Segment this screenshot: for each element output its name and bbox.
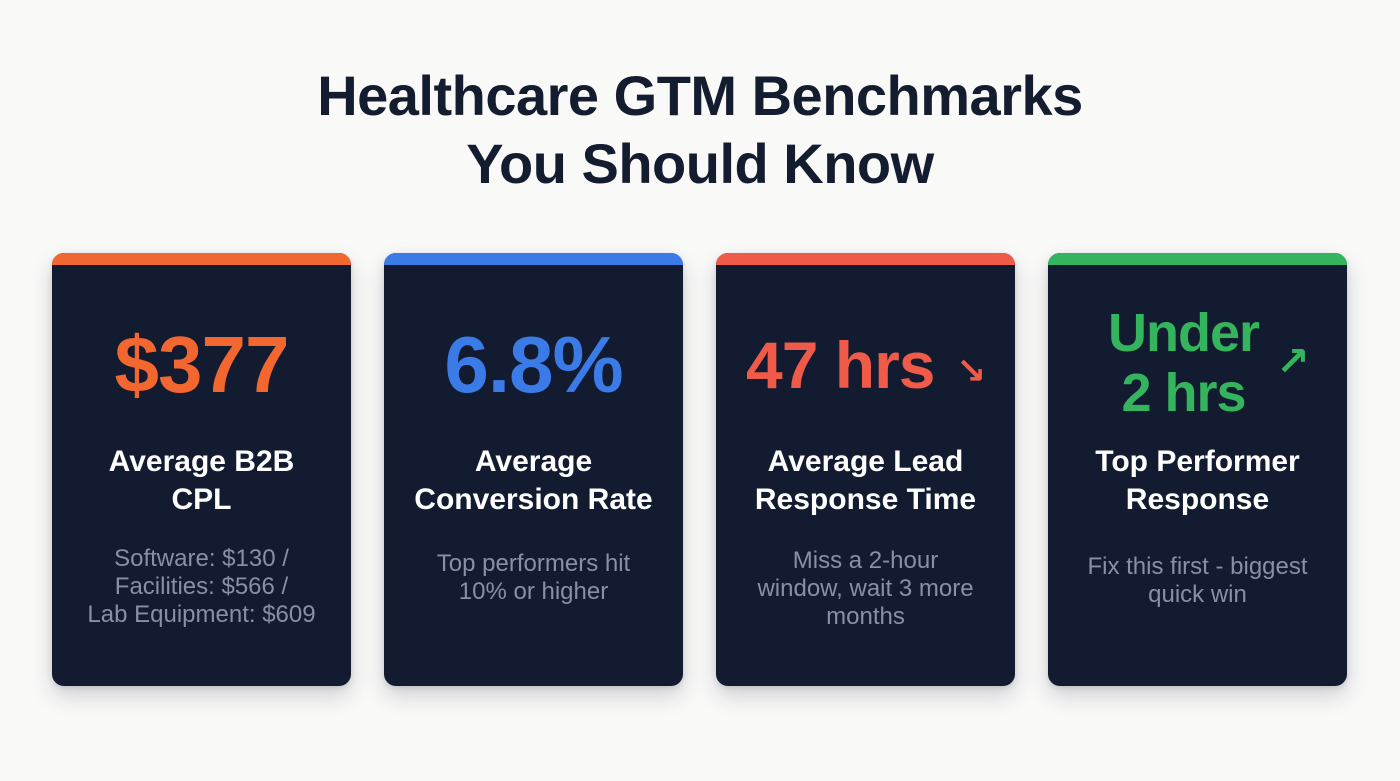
card-label: Average B2B CPL: [52, 443, 351, 519]
card-label-line: Conversion Rate: [414, 483, 653, 516]
card-label-line: Response: [1125, 483, 1270, 516]
card-description: Software: $130 / Facilities: $566 / Lab …: [66, 545, 337, 629]
arrow-down-right-icon: ↘: [955, 349, 986, 391]
card-description: Fix this first - biggest quick win: [1062, 553, 1333, 609]
card-accent-bar: [1048, 253, 1347, 265]
card-label-line: Average Lead: [767, 445, 964, 478]
title-line-2: You Should Know: [466, 132, 934, 195]
card-desc-line: Fix this first - biggest: [1087, 553, 1308, 580]
card-desc-line: window, wait 3 more: [757, 575, 974, 602]
benchmark-card-conversion: 6.8% Average Conversion Rate Top perform…: [384, 253, 683, 686]
card-label-line: Top Performer: [1095, 445, 1300, 478]
card-desc-line: quick win: [1148, 581, 1247, 608]
card-label-line: Average: [474, 445, 593, 478]
card-description: Top performers hit 10% or higher: [398, 550, 669, 606]
card-value-line: 2 hrs: [1121, 363, 1246, 423]
card-value-line: Under: [1107, 303, 1260, 363]
card-desc-line: Lab Equipment: $609: [87, 601, 316, 628]
card-value: Under 2 hrs: [1048, 303, 1333, 423]
card-desc-line: months: [826, 603, 905, 630]
card-label-line: Response Time: [754, 483, 977, 516]
card-value: 6.8%: [444, 320, 623, 409]
card-value-text: 47 hrs: [746, 328, 935, 402]
card-accent-bar: [52, 253, 351, 265]
title-line-1: Healthcare GTM Benchmarks: [317, 64, 1083, 127]
page-title: Healthcare GTM Benchmarks You Should Kno…: [0, 62, 1400, 198]
card-value: 47 hrs ↘: [716, 329, 1015, 407]
benchmark-card-response-time: 47 hrs ↘ Average Lead Response Time Miss…: [716, 253, 1015, 686]
card-desc-line: Software: $130 /: [114, 545, 289, 572]
card-desc-line: Facilities: $566 /: [114, 573, 289, 600]
card-value: $377: [114, 320, 290, 409]
card-description: Miss a 2-hour window, wait 3 more months: [730, 547, 1001, 631]
arrow-up-right-icon: ↗: [1276, 340, 1310, 384]
card-label: Average Lead Response Time: [716, 443, 1015, 519]
card-label: Average Conversion Rate: [384, 443, 683, 519]
card-label-line: Average B2B: [108, 445, 295, 478]
card-desc-line: 10% or higher: [458, 578, 609, 605]
card-desc-line: Top performers hit: [436, 550, 631, 577]
card-label-line: CPL: [171, 483, 232, 516]
card-accent-bar: [384, 253, 683, 265]
benchmark-card-cpl: $377 Average B2B CPL Software: $130 / Fa…: [52, 253, 351, 686]
card-label: Top Performer Response: [1048, 443, 1347, 519]
benchmark-card-top-performer: Under 2 hrs ↗ Top Performer Response Fix…: [1048, 253, 1347, 686]
card-accent-bar: [716, 253, 1015, 265]
card-desc-line: Miss a 2-hour: [792, 547, 939, 574]
